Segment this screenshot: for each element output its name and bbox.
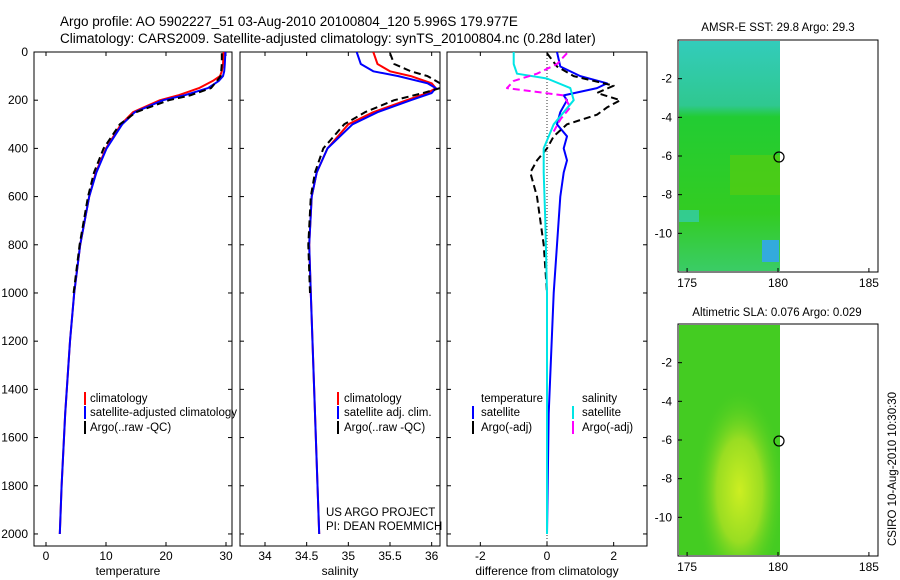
temperature-panel: 0 10 20 30 0 200 400 600 800 1000 1200 1400 1600 1800… bbox=[1, 45, 237, 578]
x-tick-label: 180 bbox=[768, 276, 788, 290]
y-tick-label: -10 bbox=[655, 226, 673, 240]
temperature-legend: climatology satellite-adjusted climatolo… bbox=[84, 392, 237, 434]
salinity-legend: climatology satellite adj. clim. Argo(..… bbox=[337, 392, 432, 434]
salinity-panel: 34 34.5 35 35.5 36 salinity climatology sate… bbox=[239, 51, 442, 578]
legend-title-temperature: temperature bbox=[481, 393, 543, 405]
sla-map-title: Altimetric SLA: 0.076 Argo: 0.029 bbox=[692, 307, 861, 319]
series-line-argo-raw-qc bbox=[307, 52, 440, 294]
y-tick-label: -6 bbox=[661, 149, 672, 163]
difference-legend: temperature satellite Argo(-adj) salinit… bbox=[472, 393, 633, 434]
legend-label-temp-argo: Argo(-adj) bbox=[481, 422, 532, 434]
x-tick-label: 175 bbox=[677, 560, 697, 574]
series-line-temperature-satellite bbox=[546, 52, 608, 535]
sla-map-panel: Altimetric SLA: 0.076 Argo: 0.029 175 180… bbox=[655, 307, 880, 574]
credit-line2: PI: DEAN ROEMMICH bbox=[326, 521, 442, 533]
series-line-satellite-adj-clim bbox=[308, 52, 437, 535]
series-line-argo-raw-qc bbox=[72, 53, 223, 294]
x-tick-label: 20 bbox=[159, 549, 173, 563]
difference-panel: -2 0 2 difference from climatology tempera… bbox=[446, 51, 648, 578]
argo-location-marker bbox=[773, 151, 785, 163]
y-tick-label: 1000 bbox=[1, 286, 28, 300]
y-tick-label: -4 bbox=[661, 110, 672, 124]
y-tick-label: -8 bbox=[661, 188, 672, 202]
y-tick-label: -4 bbox=[661, 394, 672, 408]
series-line-salinity-satellite bbox=[512, 52, 575, 534]
y-tick-label: 0 bbox=[21, 45, 28, 59]
y-tick-label: 1800 bbox=[1, 479, 28, 493]
sst-cool-patch bbox=[679, 210, 699, 222]
salinity-axes bbox=[239, 51, 441, 547]
legend-label-satellite: satellite adj. clim. bbox=[344, 407, 432, 419]
difference-xlabel: difference from climatology bbox=[475, 564, 618, 578]
y-tick-label: 1400 bbox=[1, 382, 28, 396]
sla-heatmap-blob bbox=[679, 325, 780, 555]
sst-cool-patch bbox=[762, 240, 779, 262]
legend-label-temp-satellite: satellite bbox=[481, 407, 520, 419]
x-tick-label: -2 bbox=[475, 549, 486, 563]
x-tick-label: 36 bbox=[425, 549, 439, 563]
argo-location-marker bbox=[773, 435, 785, 447]
series-line-satellite-adjusted-climatology bbox=[58, 52, 227, 535]
temperature-axes bbox=[33, 51, 233, 547]
y-tick-label: -10 bbox=[655, 510, 673, 524]
legend-label-climatology: climatology bbox=[90, 393, 148, 405]
y-tick-label: -2 bbox=[661, 72, 672, 86]
sst-map-title: AMSR-E SST: 29.8 Argo: 29.3 bbox=[701, 22, 854, 34]
legend-label-sal-argo: Argo(-adj) bbox=[582, 422, 633, 434]
x-tick-label: 185 bbox=[859, 276, 879, 290]
y-tick-label: -6 bbox=[661, 433, 672, 447]
series-line-temperature-argo-adj bbox=[529, 52, 622, 294]
legend-label-climatology: climatology bbox=[344, 393, 402, 405]
x-tick-label: 35 bbox=[342, 549, 356, 563]
legend-label-satellite-adjusted: satellite-adjusted climatology bbox=[90, 407, 237, 419]
timestamp-label: CSIRO 10-Aug-2010 10:30:30 bbox=[887, 392, 899, 546]
x-tick-label: 0 bbox=[544, 549, 551, 563]
x-tick-label: 0 bbox=[43, 549, 50, 563]
x-tick-label: 34 bbox=[258, 549, 272, 563]
x-tick-label: 34.5 bbox=[295, 549, 319, 563]
x-tick-label: 30 bbox=[219, 549, 233, 563]
y-tick-label: -8 bbox=[661, 472, 672, 486]
legend-label-argo: Argo(..raw -QC) bbox=[90, 422, 171, 434]
x-tick-label: 185 bbox=[859, 560, 879, 574]
x-tick-label: 2 bbox=[610, 549, 617, 563]
x-tick-label: 35.5 bbox=[378, 549, 402, 563]
figure-title-line2: Climatology: CARS2009. Satellite-adjuste… bbox=[60, 31, 596, 46]
y-tick-label: 800 bbox=[8, 238, 28, 252]
y-tick-label: -2 bbox=[661, 356, 672, 370]
legend-label-argo: Argo(..raw -QC) bbox=[344, 422, 425, 434]
y-tick-label: 400 bbox=[8, 141, 28, 155]
x-tick-label: 180 bbox=[768, 560, 788, 574]
legend-title-salinity: salinity bbox=[582, 393, 617, 405]
y-tick-label: 1600 bbox=[1, 431, 28, 445]
series-line-salinity-argo-adj bbox=[506, 52, 572, 132]
credit-line1: US ARGO PROJECT bbox=[326, 507, 435, 519]
figure-title-line1: Argo profile: AO 5902227_51 03-Aug-2010 … bbox=[60, 14, 518, 29]
x-tick-label: 175 bbox=[677, 276, 697, 290]
y-tick-label: 2000 bbox=[1, 527, 28, 541]
legend-label-sal-satellite: satellite bbox=[582, 407, 621, 419]
temperature-xlabel: temperature bbox=[96, 564, 161, 578]
y-tick-label: 600 bbox=[8, 190, 28, 204]
sst-warm-patch bbox=[730, 155, 780, 195]
salinity-xlabel: salinity bbox=[322, 564, 359, 578]
y-tick-label: 200 bbox=[8, 93, 28, 107]
sst-map-panel: AMSR-E SST: 29.8 Argo: 29.3 175 180 185 -2 -… bbox=[655, 22, 880, 290]
x-tick-label: 10 bbox=[99, 549, 113, 563]
y-tick-label: 1200 bbox=[1, 334, 28, 348]
